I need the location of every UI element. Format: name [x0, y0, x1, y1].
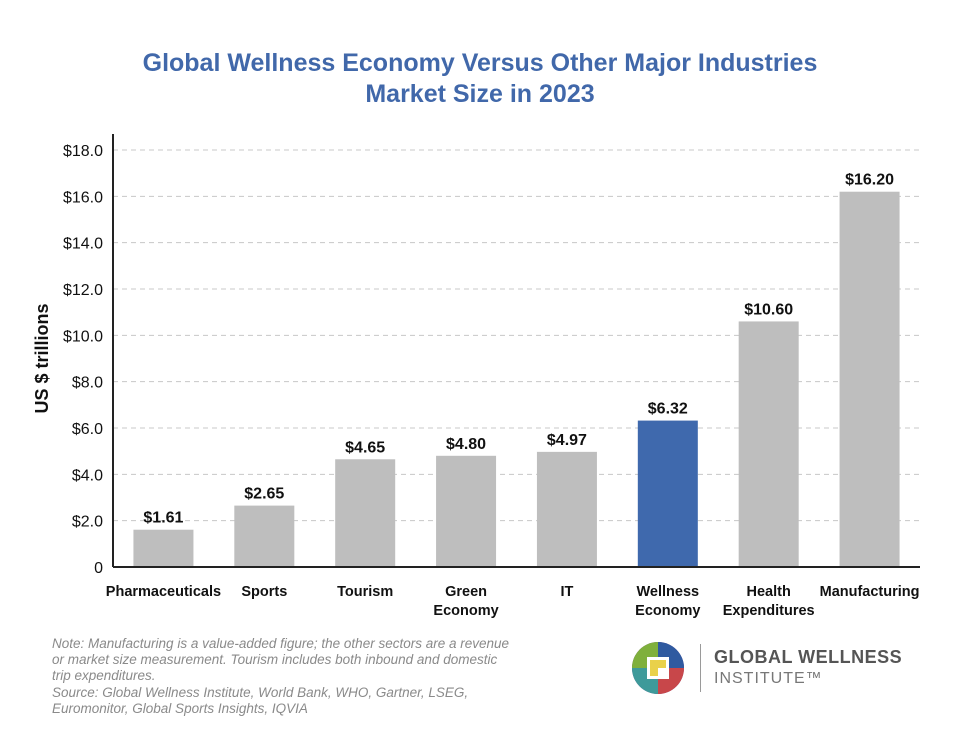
y-tick-label: $16.0 — [63, 189, 103, 206]
x-tick-label: Economy — [635, 603, 700, 619]
data-label: $10.60 — [744, 301, 793, 318]
bar — [536, 451, 597, 567]
x-tick-label: Expenditures — [723, 603, 815, 619]
note-line: trip expenditures. — [52, 668, 156, 684]
x-tick-label: Economy — [433, 603, 498, 619]
logo-separator — [700, 644, 701, 692]
note-line: or market size measurement. Tourism incl… — [52, 652, 498, 668]
data-label: $4.65 — [345, 439, 385, 456]
note-line: Note: Manufacturing is a value-added fig… — [52, 636, 510, 651]
x-tick-label: IT — [560, 584, 573, 600]
y-axis-title: US $ trillions — [32, 303, 52, 413]
chart-title-block: Global Wellness Economy Versus Other Maj… — [0, 48, 960, 110]
x-tick-label: Sports — [241, 584, 287, 600]
bar — [335, 459, 396, 567]
logo-text-primary: GLOBAL WELLNESS — [714, 647, 903, 667]
x-tick-label: Green — [445, 584, 487, 600]
x-tick-label: Manufacturing — [820, 584, 920, 600]
y-tick-label: $18.0 — [63, 143, 103, 160]
bar — [738, 321, 799, 567]
y-tick-label: $8.0 — [72, 375, 103, 392]
data-label: $4.97 — [547, 432, 587, 449]
chart-title: Global Wellness Economy Versus Other Maj… — [142, 49, 818, 77]
y-tick-label: 0 — [94, 560, 103, 577]
bar — [234, 505, 295, 567]
data-label: $16.20 — [845, 172, 894, 189]
x-tick-label: Wellness — [637, 584, 700, 600]
data-label: $6.32 — [648, 401, 688, 418]
x-tick-label: Pharmaceuticals — [106, 584, 221, 600]
bar — [436, 455, 497, 567]
chart-subtitle: Market Size in 2023 — [365, 80, 595, 108]
bar-chart: 0 $2.0 $4.0 $6.0 $8.0 $10.0 $12.0 $14.0 $16.0 $18… — [32, 134, 920, 619]
source-line: Euromonitor, Global Sports Insights, IQV… — [52, 700, 308, 716]
y-tick-label: $4.0 — [72, 467, 103, 484]
data-label: $4.80 — [446, 436, 486, 453]
y-tick-label: $14.0 — [63, 236, 103, 253]
x-tick-label: Health — [747, 584, 791, 600]
gwi-logo-mark-icon — [632, 642, 684, 694]
data-label: $2.65 — [244, 486, 284, 503]
x-tick-label: Tourism — [337, 584, 393, 600]
y-tick-label: $10.0 — [63, 328, 103, 345]
y-tick-label: $2.0 — [72, 514, 103, 531]
gwi-logo: GLOBAL WELLNESS INSTITUTE™ — [630, 640, 930, 696]
data-label: $1.61 — [143, 510, 183, 527]
bar — [133, 529, 194, 567]
y-tick-label: $6.0 — [72, 421, 103, 438]
chart-note: Note: Manufacturing is a value-added fig… — [52, 636, 612, 717]
bar — [839, 191, 900, 567]
bar — [637, 420, 698, 567]
logo-text-secondary: INSTITUTE™ — [714, 670, 823, 687]
y-tick-label: $12.0 — [63, 282, 103, 299]
source-line: Source: Global Wellness Institute, World… — [52, 684, 469, 700]
